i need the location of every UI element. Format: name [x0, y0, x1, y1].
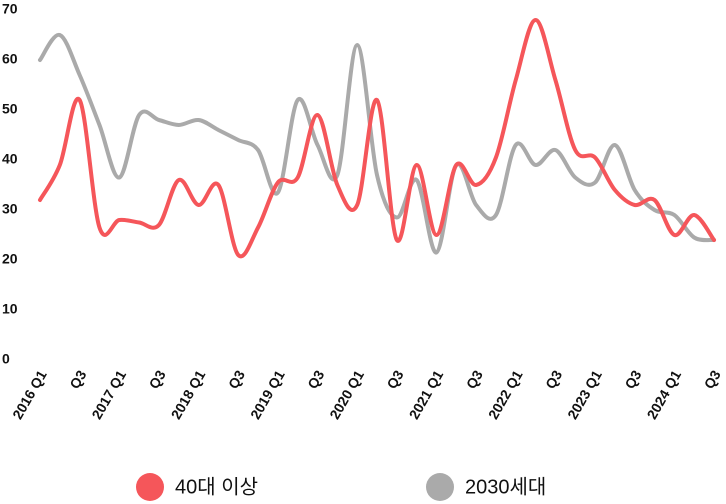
x-tick-label: 2019 Q1 — [247, 367, 288, 422]
x-tick-label: 2020 Q1 — [326, 367, 367, 422]
x-tick-label: 2023 Q1 — [564, 367, 605, 422]
legend-swatch — [136, 473, 164, 501]
y-tick-label: 20 — [2, 251, 18, 267]
x-tick-label: Q3 — [542, 367, 565, 391]
series-line — [38, 18, 716, 259]
x-tick-label: 2024 Q1 — [643, 367, 684, 422]
y-tick-label: 70 — [2, 1, 18, 17]
x-tick-label: Q3 — [621, 367, 644, 391]
x-tick-label: 2021 Q1 — [406, 367, 447, 422]
x-tick-label: 2016 Q1 — [9, 367, 50, 422]
y-tick-label: 50 — [2, 101, 18, 117]
x-tick-label: 2017 Q1 — [88, 367, 129, 422]
legend-swatch — [426, 473, 454, 501]
y-tick-label: 0 — [2, 351, 10, 367]
y-tick-label: 30 — [2, 201, 18, 217]
series-line — [38, 32, 716, 255]
x-tick-label: Q3 — [66, 367, 89, 391]
x-tick-label: Q3 — [701, 367, 724, 391]
y-tick-label: 10 — [2, 301, 18, 317]
legend-label: 40대 이상 — [175, 475, 258, 498]
x-tick-label: Q3 — [304, 367, 327, 391]
x-tick-label: 2022 Q1 — [485, 367, 526, 422]
x-tick-label: Q3 — [225, 367, 248, 391]
x-tick-label: Q3 — [383, 367, 406, 391]
y-tick-label: 60 — [2, 51, 18, 67]
x-tick-label: 2018 Q1 — [168, 367, 209, 422]
y-tick-label: 40 — [2, 151, 18, 167]
x-tick-label: Q3 — [463, 367, 486, 391]
x-tick-label: Q3 — [146, 367, 169, 391]
legend-label: 2030세대 — [465, 475, 546, 498]
